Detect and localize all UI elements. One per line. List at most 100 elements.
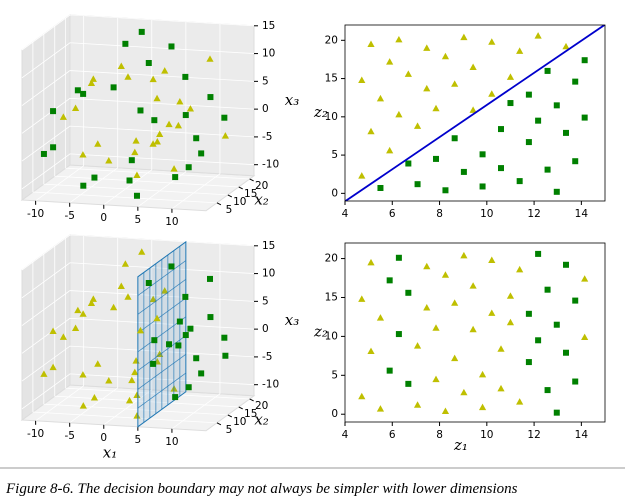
x-tick-label: -5 (64, 430, 74, 442)
triangle-point (124, 293, 132, 300)
triangle-point (186, 105, 195, 112)
grid-line (69, 237, 119, 424)
square-point (498, 165, 504, 172)
triangle-point (497, 345, 505, 352)
square-point (221, 114, 228, 121)
x-tick-label: 12 (527, 429, 540, 441)
square-point (535, 117, 542, 124)
square-point (122, 40, 129, 47)
triangle-point (221, 132, 229, 139)
triangle-point (423, 44, 431, 51)
z-tick-label: -5 (262, 131, 272, 143)
square-point (479, 151, 486, 158)
x-tick-label: 8 (436, 429, 443, 441)
x-tick-label: -10 (27, 428, 44, 440)
x-tick-label: 0 (100, 432, 107, 444)
y-axis-label: z₂ (313, 103, 328, 121)
square-point (563, 261, 569, 268)
x-tick-label: 4 (342, 208, 349, 220)
square-point (563, 349, 569, 356)
plane-mesh (137, 278, 187, 315)
z-tick-label: 5 (262, 295, 269, 307)
y-tick-label: 15 (244, 408, 257, 420)
triangle-point (441, 52, 450, 60)
triangle-point (124, 73, 132, 80)
square-point (386, 277, 393, 284)
back-pane (69, 14, 255, 177)
y-tick-label: 10 (325, 330, 338, 342)
grid-line (32, 42, 217, 204)
triangle-point (133, 391, 141, 398)
triangle-point (131, 148, 139, 156)
plane-mesh (137, 297, 187, 334)
triangle-point (161, 287, 169, 294)
tick-mark (216, 202, 222, 206)
triangle-point (90, 393, 99, 401)
square-point (182, 332, 189, 339)
square-point (414, 181, 421, 188)
grid-line (54, 26, 239, 188)
triangle-point (423, 262, 431, 270)
square-point (185, 384, 192, 391)
square-point (572, 297, 579, 304)
triangle-point (49, 363, 57, 371)
triangle-point (432, 375, 440, 383)
triangle-point (413, 122, 422, 129)
triangle-point (460, 33, 468, 41)
triangle-point (376, 94, 385, 102)
plot-frame (344, 24, 606, 202)
square-point (50, 144, 57, 151)
square-point (50, 108, 57, 115)
triangle-point (79, 151, 87, 158)
z-tick-label: -5 (262, 351, 272, 363)
triangle-point (109, 303, 118, 311)
triangle-point (376, 314, 385, 321)
z-tick-label: 10 (262, 48, 275, 60)
triangle-point (89, 75, 97, 82)
square-point (80, 90, 87, 97)
triangle-point (94, 140, 102, 147)
grid-line (171, 23, 221, 210)
triangle-point (136, 326, 145, 334)
square-point (40, 150, 47, 157)
y-tick-label: 0 (331, 187, 338, 199)
square-point (128, 157, 135, 164)
square-point (544, 286, 551, 293)
square-point (175, 342, 182, 349)
y-tick-label: 20 (325, 34, 338, 46)
triangle-point (469, 325, 477, 333)
triangle-point (121, 260, 129, 267)
square-point (581, 57, 588, 64)
triangle-point (367, 258, 375, 266)
square-point (479, 183, 486, 190)
grid-line (65, 18, 250, 180)
triangle-point (432, 324, 440, 331)
x-tick-label: 10 (480, 429, 493, 441)
triangle-point (376, 405, 385, 412)
grid-line (21, 317, 255, 354)
grid-line (35, 15, 85, 202)
x-tick-label: 4 (342, 429, 349, 441)
triangle-point (87, 299, 96, 307)
triangle-point (71, 104, 80, 111)
y-tick-label: 0 (331, 408, 338, 420)
square-point (172, 174, 179, 181)
square-point (572, 158, 579, 165)
square-point (433, 155, 439, 162)
square-point (553, 102, 560, 109)
triangle-point (451, 80, 459, 87)
triangle-point (534, 32, 542, 39)
plot-frame (344, 242, 606, 423)
grid-line (21, 345, 255, 382)
triangle-point (156, 130, 164, 137)
square-point (405, 289, 412, 296)
triangle-point (386, 58, 394, 65)
square-point (150, 360, 157, 367)
triangle-point (153, 137, 161, 145)
triangle-point (149, 140, 157, 147)
square-point (563, 129, 569, 136)
triangle-point (469, 106, 477, 113)
y-tick-label: 10 (325, 111, 338, 123)
grid-line (43, 34, 228, 196)
square-point (207, 275, 214, 282)
